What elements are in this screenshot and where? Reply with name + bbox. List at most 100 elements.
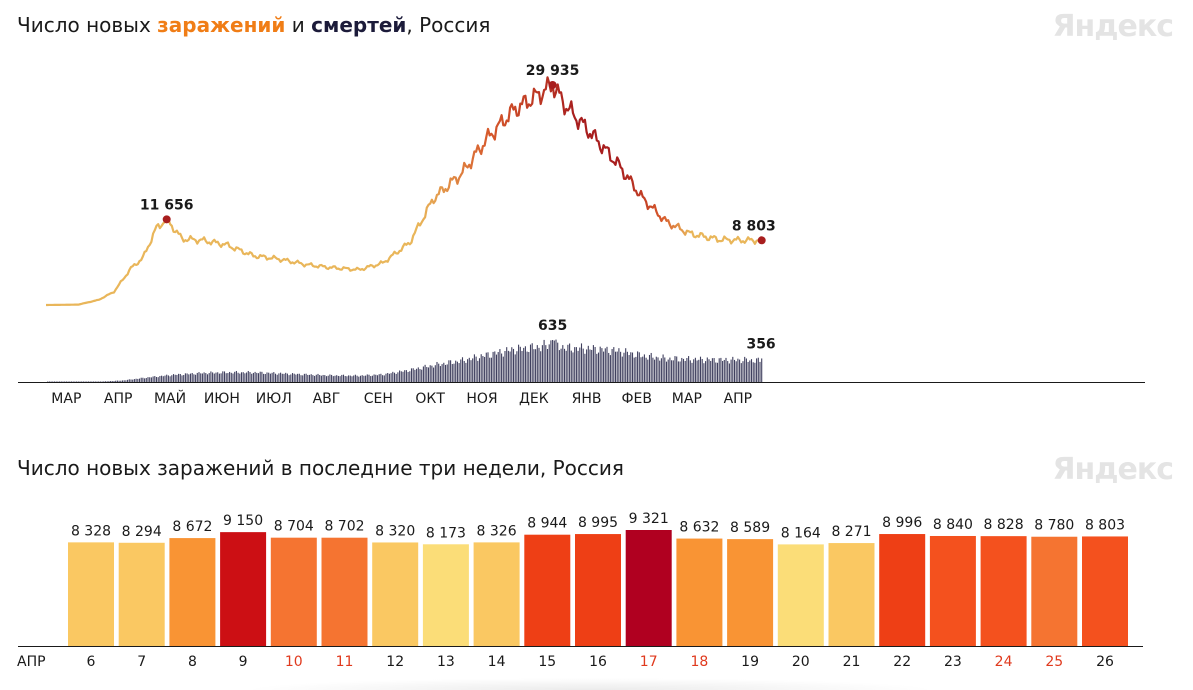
death-bar xyxy=(133,379,135,382)
bar xyxy=(575,534,621,646)
death-bar xyxy=(694,357,696,382)
death-bar xyxy=(310,374,312,382)
death-bar xyxy=(268,372,270,382)
chart1-title: Число новых заражений и смертей, Россия xyxy=(17,13,490,37)
death-bar xyxy=(239,373,241,382)
peak-marker xyxy=(757,236,766,245)
death-bar xyxy=(376,375,379,382)
death-bar xyxy=(64,381,66,382)
death-bar xyxy=(665,361,668,382)
death-bar xyxy=(465,362,467,382)
death-bar xyxy=(79,381,81,382)
death-bar xyxy=(630,352,632,382)
death-bar xyxy=(754,362,756,382)
death-bar xyxy=(195,374,197,382)
death-bar xyxy=(234,371,236,382)
day-tick: 8 xyxy=(188,654,197,670)
death-bar xyxy=(524,346,526,382)
day-tick: 15 xyxy=(538,654,556,670)
death-bar xyxy=(47,381,49,382)
death-bar xyxy=(463,360,465,382)
death-bar xyxy=(111,381,113,382)
death-bar xyxy=(618,348,620,382)
day-tick: 12 xyxy=(386,654,404,670)
death-bar xyxy=(191,372,193,382)
death-bar xyxy=(246,372,248,382)
death-bar xyxy=(319,375,321,382)
death-bar xyxy=(159,376,161,382)
bar-value-label: 8 996 xyxy=(882,515,922,531)
death-bar xyxy=(327,375,329,382)
death-bar xyxy=(737,358,739,382)
death-bar xyxy=(601,348,603,382)
death-bar xyxy=(247,370,249,382)
bar-value-label: 8 840 xyxy=(933,517,973,533)
death-bar xyxy=(545,345,547,382)
death-bar xyxy=(733,359,736,382)
death-bar xyxy=(127,379,129,382)
death-bar xyxy=(315,374,317,382)
death-bar xyxy=(65,381,67,382)
death-bar xyxy=(501,353,503,382)
bar-value-label: 8 803 xyxy=(1085,517,1125,533)
death-bar xyxy=(727,361,729,382)
death-bar xyxy=(580,343,583,382)
death-bar xyxy=(414,369,416,382)
death-bar xyxy=(84,381,86,382)
death-bar xyxy=(594,346,596,382)
death-bar xyxy=(382,375,384,382)
death-bar xyxy=(183,375,185,382)
death-bar xyxy=(591,349,593,382)
death-bar xyxy=(720,357,722,382)
death-bar xyxy=(504,351,506,382)
month-tick: МАР xyxy=(672,391,702,407)
death-bar xyxy=(558,350,560,382)
bar xyxy=(473,542,520,646)
bar-value-label: 8 995 xyxy=(578,515,618,531)
death-bar xyxy=(487,352,489,382)
death-bar xyxy=(349,375,351,382)
month-tick: АПР xyxy=(104,391,133,407)
death-bar xyxy=(266,372,268,382)
death-bar xyxy=(320,375,322,382)
death-bar xyxy=(128,379,130,382)
death-bar xyxy=(290,374,292,382)
death-bar xyxy=(172,374,175,382)
death-bar xyxy=(286,373,288,382)
death-bar xyxy=(427,367,430,382)
death-bar xyxy=(351,376,353,382)
death-bar xyxy=(570,350,572,382)
month-tick: ИЮН xyxy=(204,391,240,407)
death-bar xyxy=(334,375,336,382)
death-bar xyxy=(701,358,703,382)
death-bar xyxy=(106,381,108,382)
month-tick: НОЯ xyxy=(466,391,497,407)
death-bar xyxy=(672,360,674,382)
death-bar xyxy=(70,381,73,382)
deaths-bars xyxy=(47,339,763,382)
death-bar xyxy=(339,376,341,382)
death-bar xyxy=(426,367,428,382)
death-bar xyxy=(434,365,436,382)
death-bar xyxy=(295,374,297,382)
death-bar xyxy=(512,348,515,382)
day-tick: 25 xyxy=(1045,654,1063,670)
death-bar xyxy=(638,352,640,382)
death-bar xyxy=(652,357,654,382)
bar xyxy=(929,535,976,646)
death-bar xyxy=(218,373,220,382)
death-bar xyxy=(431,365,433,382)
death-bar xyxy=(455,360,457,382)
bar xyxy=(625,530,672,646)
death-bar xyxy=(76,381,78,382)
death-bar xyxy=(718,358,720,382)
death-bar xyxy=(460,359,462,382)
death-bar xyxy=(86,381,88,382)
bar xyxy=(828,543,875,646)
bottom-shadow xyxy=(240,678,940,690)
death-bar xyxy=(439,366,441,382)
death-bar xyxy=(242,372,244,382)
death-bar xyxy=(186,373,188,382)
bar-value-label: 8 702 xyxy=(324,519,364,535)
death-bar xyxy=(269,373,271,382)
